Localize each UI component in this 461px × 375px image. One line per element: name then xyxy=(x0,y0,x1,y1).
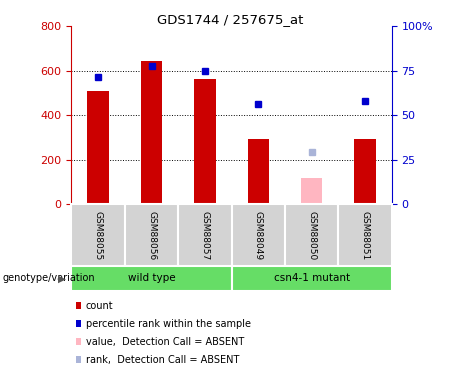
Bar xyxy=(285,204,338,266)
Text: GSM88049: GSM88049 xyxy=(254,211,263,260)
Bar xyxy=(231,266,392,291)
Text: GSM88056: GSM88056 xyxy=(147,211,156,260)
Bar xyxy=(231,204,285,266)
Bar xyxy=(248,139,269,204)
Text: GSM88050: GSM88050 xyxy=(307,211,316,260)
Bar xyxy=(301,178,322,204)
Text: GSM88055: GSM88055 xyxy=(94,211,103,260)
Bar xyxy=(71,204,125,266)
Text: value,  Detection Call = ABSENT: value, Detection Call = ABSENT xyxy=(86,337,244,346)
Bar xyxy=(71,266,231,291)
Text: genotype/variation: genotype/variation xyxy=(2,273,95,284)
Bar xyxy=(141,61,162,204)
Text: csn4-1 mutant: csn4-1 mutant xyxy=(274,273,350,284)
Bar xyxy=(178,204,231,266)
Text: count: count xyxy=(86,301,113,310)
Text: ▶: ▶ xyxy=(58,273,66,284)
Bar xyxy=(125,204,178,266)
Bar xyxy=(338,204,392,266)
Text: GSM88057: GSM88057 xyxy=(201,211,209,260)
Text: GDS1744 / 257675_at: GDS1744 / 257675_at xyxy=(157,13,304,26)
Text: GSM88051: GSM88051 xyxy=(361,211,370,260)
Bar xyxy=(355,139,376,204)
Text: percentile rank within the sample: percentile rank within the sample xyxy=(86,319,251,328)
Text: wild type: wild type xyxy=(128,273,175,284)
Bar xyxy=(88,91,109,204)
Text: rank,  Detection Call = ABSENT: rank, Detection Call = ABSENT xyxy=(86,355,239,364)
Bar xyxy=(194,79,216,204)
